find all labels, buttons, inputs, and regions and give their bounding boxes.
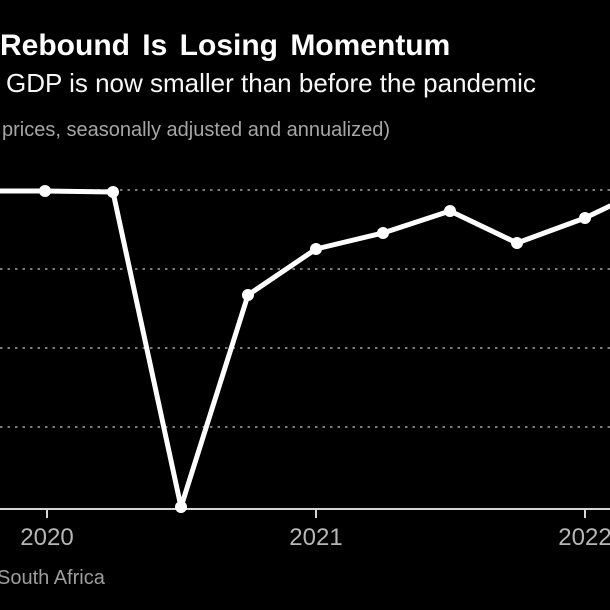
chart-unit-note: prices, seasonally adjusted and annualiz… — [2, 119, 391, 141]
x-axis-label: 2022 — [558, 524, 610, 551]
data-point-marker — [39, 185, 51, 197]
data-point-marker — [107, 186, 119, 198]
data-point-marker — [444, 205, 456, 217]
data-point-marker — [310, 243, 322, 255]
x-axis-label: 2021 — [289, 524, 343, 551]
data-point-marker — [377, 227, 389, 239]
chart-title: Rebound Is Losing Momentum — [0, 29, 451, 62]
chart-subtitle: GDP is now smaller than before the pande… — [6, 68, 536, 98]
data-point-marker — [175, 501, 187, 513]
source-label: South Africa — [0, 567, 105, 589]
data-point-marker — [579, 212, 591, 224]
data-point-marker — [511, 237, 523, 249]
x-axis-label: 2020 — [20, 524, 74, 551]
data-point-marker — [242, 289, 254, 301]
